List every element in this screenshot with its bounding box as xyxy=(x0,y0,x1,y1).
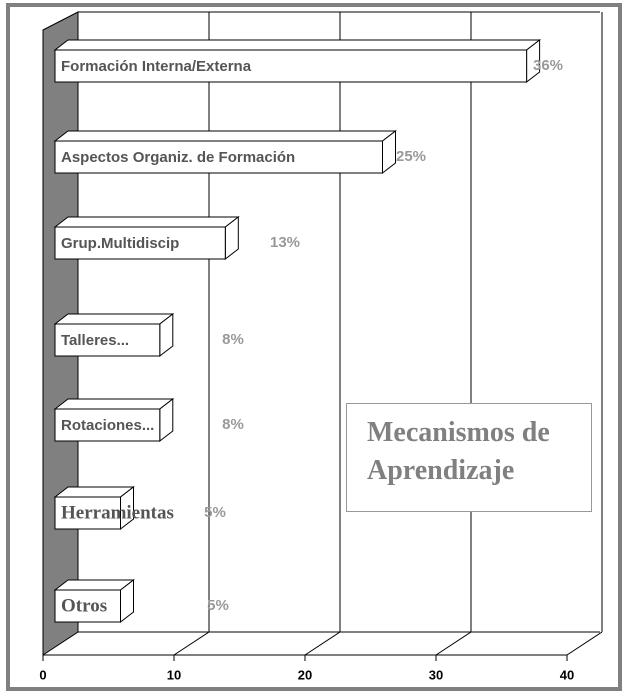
bar-front xyxy=(54,49,528,83)
category-label: Otros xyxy=(61,595,107,616)
x-tick-label: 0 xyxy=(39,667,46,682)
bar-top xyxy=(53,313,175,325)
category-label: Formación Interna/Externa xyxy=(61,58,252,75)
category-label: Rotaciones... xyxy=(61,417,154,434)
category-label: Herramientas xyxy=(61,502,174,523)
bar-front xyxy=(54,140,383,174)
grid-line xyxy=(304,631,341,656)
grid-line xyxy=(566,631,603,656)
value-label: 5% xyxy=(207,597,229,614)
bar-top xyxy=(53,130,397,142)
x-tick-label: 30 xyxy=(429,667,443,682)
bar xyxy=(53,312,175,358)
x-tick-label: 10 xyxy=(167,667,181,682)
value-label: 25% xyxy=(396,148,426,165)
value-label: 8% xyxy=(222,416,244,433)
value-label: 8% xyxy=(222,331,244,348)
bar-front xyxy=(54,496,121,530)
value-label: 36% xyxy=(533,57,563,74)
bar-front xyxy=(54,589,121,623)
bar xyxy=(53,578,135,624)
bar xyxy=(53,38,542,84)
bar-top xyxy=(53,39,542,51)
value-label: 13% xyxy=(270,234,300,251)
bar-front xyxy=(54,323,161,357)
x-tick-label: 20 xyxy=(298,667,312,682)
bar xyxy=(53,485,135,531)
frame xyxy=(6,3,622,691)
bar-top xyxy=(53,216,240,228)
x-tick-label: 40 xyxy=(560,667,574,682)
bar xyxy=(53,215,240,261)
grid-line xyxy=(173,631,210,656)
bar-top xyxy=(53,398,175,410)
category-label: Talleres... xyxy=(61,332,129,349)
grid-line xyxy=(435,631,472,656)
category-label: Grup.Multidiscip xyxy=(61,235,179,252)
bar-front xyxy=(54,226,226,260)
chart-title: Mecanismos de Aprendizaje xyxy=(346,403,592,512)
category-label: Aspectos Organiz. de Formación xyxy=(61,149,295,166)
bar xyxy=(53,129,397,175)
bar-front xyxy=(54,408,161,442)
value-label: 5% xyxy=(204,504,226,521)
bar xyxy=(53,397,175,443)
